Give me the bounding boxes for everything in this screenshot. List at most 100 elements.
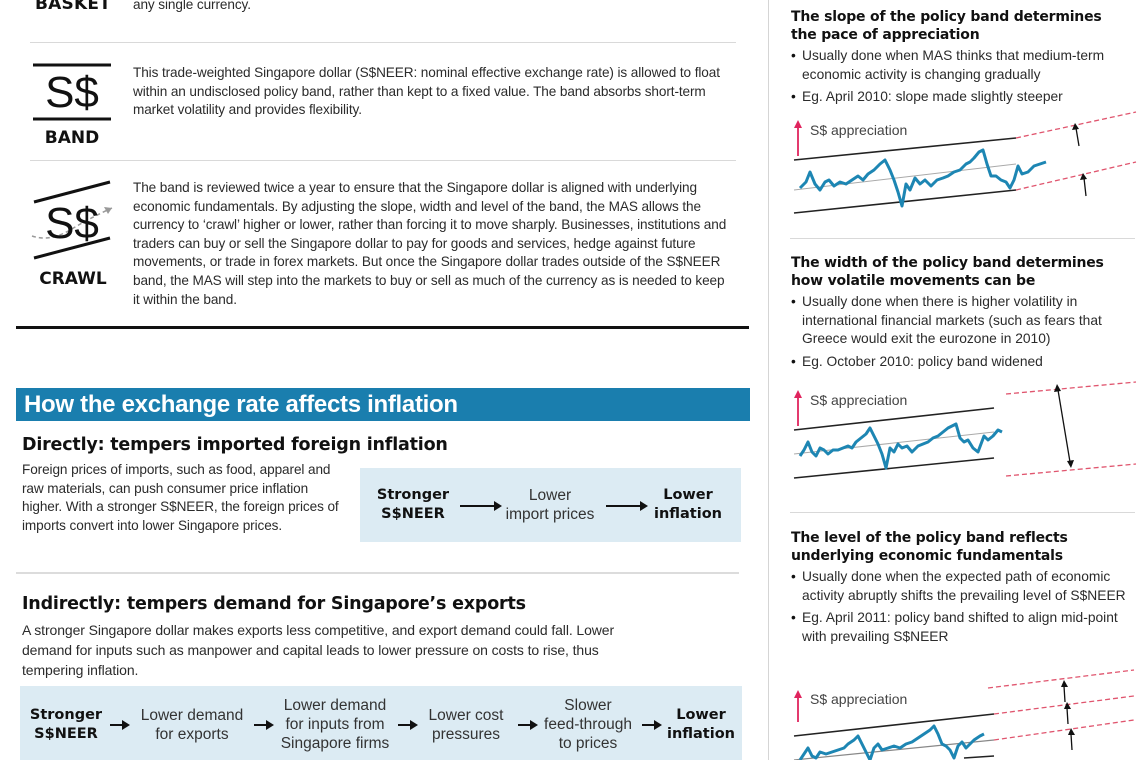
level-bullets: Usually done when the expected path of e… bbox=[791, 568, 1136, 650]
band-lower bbox=[793, 189, 1017, 214]
band-lower bbox=[793, 457, 995, 479]
flow-step-line: S$NEER bbox=[34, 726, 98, 742]
flow-step: Stronger S$NEER bbox=[368, 486, 458, 524]
heading-line: the pace of appreciation bbox=[791, 27, 980, 43]
arrow-right-icon bbox=[110, 720, 130, 730]
bullet-item: Usually done when MAS thinks that medium… bbox=[791, 47, 1131, 84]
flow-step-line: Lower bbox=[663, 487, 713, 503]
double-arrow-icon bbox=[1054, 384, 1074, 468]
divider bbox=[790, 512, 1135, 513]
flow-step-line: Lower bbox=[528, 487, 572, 504]
arrow-right-icon bbox=[642, 720, 662, 730]
flow-step-line: Lower demand bbox=[283, 697, 387, 714]
appreciation-arrowhead-icon bbox=[794, 690, 802, 698]
arrow-right-icon bbox=[398, 720, 418, 730]
flow-step: Lower demand for inputs from Singapore f… bbox=[274, 696, 396, 753]
new-band-mid bbox=[993, 695, 1135, 715]
divider bbox=[16, 572, 739, 574]
direct-description: Foreign prices of imports, such as food,… bbox=[22, 462, 339, 533]
level-diagram: S$ appreciation bbox=[788, 664, 1140, 760]
slope-diagram: S$ appreciation bbox=[788, 108, 1140, 220]
column-divider bbox=[768, 0, 769, 760]
band-icon-glyph: S$ bbox=[45, 68, 99, 117]
sneer-line bbox=[798, 422, 1003, 470]
flow-step-line: for inputs from bbox=[285, 716, 385, 733]
arrow-right-icon bbox=[460, 501, 502, 511]
flow-step-line: Lower cost bbox=[428, 707, 504, 724]
indirect-flow-diagram: Stronger S$NEER Lower demand for exports… bbox=[20, 686, 742, 760]
flow-step-line: S$NEER bbox=[381, 506, 445, 522]
band-upper bbox=[793, 713, 995, 737]
crawl-icon-glyph: S$ bbox=[45, 199, 99, 248]
width-heading: The width of the policy band determines … bbox=[791, 254, 1136, 290]
inflation-banner: How the exchange rate affects inflation bbox=[16, 388, 750, 421]
band-icon: S$ BAND bbox=[33, 63, 111, 148]
section-rule bbox=[16, 326, 749, 329]
appreciation-arrowhead-icon bbox=[794, 390, 802, 398]
flow-step: Lower inflation bbox=[660, 706, 742, 744]
basket-label: BASKET bbox=[35, 0, 111, 14]
sneer-line bbox=[798, 724, 985, 760]
level-heading: The level of the policy band reflects un… bbox=[791, 529, 1136, 565]
band-upper bbox=[793, 407, 995, 431]
direct-flow-diagram: Stronger S$NEER Lower import prices Lowe… bbox=[360, 468, 741, 542]
band-upper bbox=[793, 137, 1017, 161]
width-diagram: S$ appreciation bbox=[788, 378, 1140, 482]
flow-step-line: for exports bbox=[155, 726, 229, 743]
bullet-item: Eg. October 2010: policy band widened bbox=[791, 353, 1136, 372]
heading-line: underlying economic fundamentals bbox=[791, 548, 1063, 564]
heading-line: how volatile movements can be bbox=[791, 273, 1036, 289]
flow-step-line: Lower bbox=[676, 707, 726, 723]
divider bbox=[30, 160, 736, 161]
flow-step-line: feed-through bbox=[544, 716, 632, 733]
flow-step: Lower inflation bbox=[650, 486, 726, 524]
crawl-icon: S$ CRAWL bbox=[30, 180, 116, 289]
flow-step: Lower cost pressures bbox=[418, 706, 514, 744]
flow-step-line: Stronger bbox=[376, 487, 450, 503]
up-arrow-icon bbox=[1061, 680, 1068, 703]
sneer-line bbox=[798, 148, 1047, 208]
bullet-item: Usually done when the expected path of e… bbox=[791, 568, 1136, 605]
flow-step-line: Lower demand bbox=[140, 707, 244, 724]
new-band-lower bbox=[1005, 463, 1137, 477]
heading-line: The width of the policy band determines bbox=[791, 255, 1104, 271]
flow-step-line: Singapore firms bbox=[280, 735, 390, 752]
new-band-upper bbox=[1015, 111, 1137, 139]
up-arrow-icon bbox=[1064, 702, 1071, 725]
bullet-item: Usually done when there is higher volati… bbox=[791, 293, 1136, 349]
new-band-upper bbox=[987, 669, 1135, 689]
flow-step-line: pressures bbox=[431, 726, 501, 743]
inflation-banner-title: How the exchange rate affects inflation bbox=[24, 391, 458, 418]
indirect-description: A stronger Singapore dollar makes export… bbox=[22, 622, 615, 678]
up-arrow-icon bbox=[1068, 728, 1075, 751]
flow-step: Slower feed-through to prices bbox=[536, 696, 640, 753]
heading-line: The level of the policy band reflects bbox=[791, 530, 1068, 546]
width-bullets: Usually done when there is higher volati… bbox=[791, 293, 1136, 375]
flow-step-line: import prices bbox=[505, 506, 595, 523]
slope-heading: The slope of the policy band determines … bbox=[791, 8, 1136, 44]
band-lower bbox=[963, 755, 995, 759]
flow-step-line: inflation bbox=[653, 506, 722, 522]
flow-step: Lower demand for exports bbox=[132, 706, 252, 744]
arrow-right-icon bbox=[606, 501, 648, 511]
flow-step: Lower import prices bbox=[498, 486, 602, 524]
bullet-item: Eg. April 2010: slope made slightly stee… bbox=[791, 88, 1131, 107]
appreciation-arrowhead-icon bbox=[794, 120, 802, 128]
flow-step-line: to prices bbox=[558, 735, 618, 752]
crawl-label: CRAWL bbox=[39, 269, 107, 288]
divider bbox=[30, 42, 736, 43]
basket-description: any single currency. bbox=[133, 0, 251, 12]
indirect-heading: Indirectly: tempers demand for Singapore… bbox=[22, 594, 526, 614]
band-description: This trade-weighted Singapore dollar (S$… bbox=[133, 65, 720, 118]
bullet-item: Eg. April 2011: policy band shifted to a… bbox=[791, 609, 1136, 646]
appreciation-label: S$ appreciation bbox=[810, 691, 907, 707]
band-label: BAND bbox=[45, 128, 99, 147]
direct-heading: Directly: tempers imported foreign infla… bbox=[22, 435, 448, 455]
slope-bullets: Usually done when MAS thinks that medium… bbox=[791, 47, 1131, 111]
appreciation-label: S$ appreciation bbox=[810, 122, 907, 138]
new-band-upper bbox=[1005, 381, 1137, 395]
flow-step-line: Slower bbox=[564, 697, 612, 714]
up-arrow-icon bbox=[1072, 123, 1080, 147]
arrow-right-icon bbox=[254, 720, 274, 730]
crawl-description: The band is reviewed twice a year to ens… bbox=[133, 180, 727, 307]
